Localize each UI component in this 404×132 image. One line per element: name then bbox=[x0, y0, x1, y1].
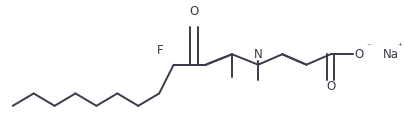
Text: N: N bbox=[254, 48, 263, 61]
Text: Na: Na bbox=[383, 48, 399, 61]
Text: O: O bbox=[326, 80, 335, 93]
Text: O: O bbox=[189, 5, 198, 18]
Text: F: F bbox=[157, 44, 164, 57]
Text: ⁻: ⁻ bbox=[367, 42, 372, 51]
Text: ⁺: ⁺ bbox=[397, 42, 402, 51]
Text: O: O bbox=[354, 48, 363, 61]
